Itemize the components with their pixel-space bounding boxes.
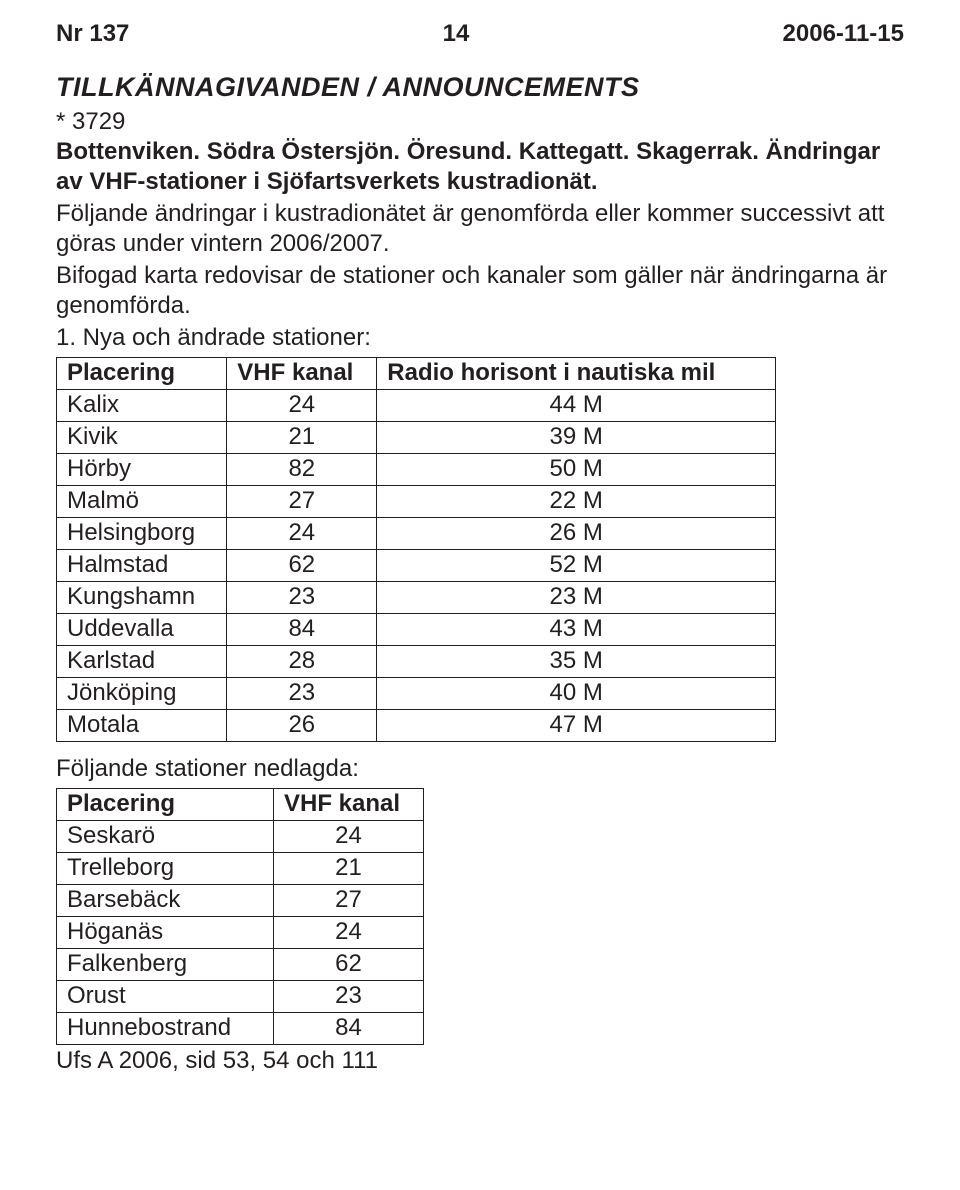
cell-radio-horisont: 52 M (377, 550, 776, 582)
cell-placering: Halmstad (57, 550, 227, 582)
table-header-row: Placering VHF kanal (57, 789, 424, 821)
cell-placering: Kungshamn (57, 582, 227, 614)
table-row: Barsebäck27 (57, 885, 424, 917)
list2-heading: Följande stationer nedlagda: (56, 754, 904, 784)
list1-heading: 1. Nya och ändrade stationer: (56, 323, 904, 353)
table-row: Trelleborg21 (57, 853, 424, 885)
table-new-stations: Placering VHF kanal Radio horisont i nau… (56, 357, 776, 742)
para-changes: Följande ändringar i kustradionätet är g… (56, 199, 904, 259)
cell-placering: Barsebäck (57, 885, 274, 917)
cell-vhf-kanal: 62 (227, 550, 377, 582)
cell-placering: Malmö (57, 486, 227, 518)
cell-radio-horisont: 50 M (377, 454, 776, 486)
cell-vhf-kanal: 27 (274, 885, 424, 917)
cell-vhf-kanal: 27 (227, 486, 377, 518)
cell-placering: Jönköping (57, 678, 227, 710)
cell-placering: Hörby (57, 454, 227, 486)
cell-vhf-kanal: 28 (227, 646, 377, 678)
cell-radio-horisont: 44 M (377, 390, 776, 422)
cell-vhf-kanal: 24 (274, 821, 424, 853)
header-center: 14 (443, 20, 470, 48)
cell-placering: Kivik (57, 422, 227, 454)
table-row: Malmö2722 M (57, 486, 776, 518)
cell-placering: Trelleborg (57, 853, 274, 885)
table-row: Kivik2139 M (57, 422, 776, 454)
cell-vhf-kanal: 82 (227, 454, 377, 486)
cell-vhf-kanal: 23 (227, 678, 377, 710)
col-placering: Placering (57, 358, 227, 390)
cell-vhf-kanal: 62 (274, 949, 424, 981)
col-placering: Placering (57, 789, 274, 821)
cell-placering: Karlstad (57, 646, 227, 678)
table-row: Orust23 (57, 981, 424, 1013)
para-map: Bifogad karta redovisar de stationer och… (56, 261, 904, 321)
cell-radio-horisont: 39 M (377, 422, 776, 454)
table-row: Falkenberg62 (57, 949, 424, 981)
cell-radio-horisont: 22 M (377, 486, 776, 518)
col-vhf-kanal: VHF kanal (274, 789, 424, 821)
cell-vhf-kanal: 26 (227, 710, 377, 742)
cell-placering: Hunnebostrand (57, 1013, 274, 1045)
col-vhf-kanal: VHF kanal (227, 358, 377, 390)
cell-placering: Höganäs (57, 917, 274, 949)
table-row: Karlstad2835 M (57, 646, 776, 678)
table-row: Kalix2444 M (57, 390, 776, 422)
table-row: Uddevalla8443 M (57, 614, 776, 646)
table-row: Kungshamn2323 M (57, 582, 776, 614)
cell-radio-horisont: 23 M (377, 582, 776, 614)
cell-radio-horisont: 40 M (377, 678, 776, 710)
announcement-id: * 3729 (56, 107, 904, 137)
table-row: Helsingborg2426 M (57, 518, 776, 550)
cell-placering: Orust (57, 981, 274, 1013)
cell-placering: Falkenberg (57, 949, 274, 981)
cell-placering: Kalix (57, 390, 227, 422)
cell-placering: Helsingborg (57, 518, 227, 550)
cell-radio-horisont: 43 M (377, 614, 776, 646)
cell-placering: Seskarö (57, 821, 274, 853)
header-left: Nr 137 (56, 20, 129, 48)
announcement-title: Bottenviken. Södra Östersjön. Öresund. K… (56, 137, 904, 197)
footer-reference: Ufs A 2006, sid 53, 54 och 111 (56, 1047, 904, 1075)
header-right: 2006-11-15 (783, 20, 904, 48)
table-row: Jönköping2340 M (57, 678, 776, 710)
cell-vhf-kanal: 21 (227, 422, 377, 454)
cell-vhf-kanal: 21 (274, 853, 424, 885)
table-row: Hörby8250 M (57, 454, 776, 486)
table-row: Seskarö24 (57, 821, 424, 853)
cell-radio-horisont: 47 M (377, 710, 776, 742)
page-header: Nr 137 14 2006-11-15 (56, 20, 904, 48)
cell-radio-horisont: 26 M (377, 518, 776, 550)
table-closed-stations: Placering VHF kanal Seskarö24Trelleborg2… (56, 788, 424, 1045)
cell-placering: Motala (57, 710, 227, 742)
cell-vhf-kanal: 24 (274, 917, 424, 949)
cell-placering: Uddevalla (57, 614, 227, 646)
table-row: Hunnebostrand84 (57, 1013, 424, 1045)
table-row: Motala2647 M (57, 710, 776, 742)
cell-vhf-kanal: 24 (227, 390, 377, 422)
cell-vhf-kanal: 24 (227, 518, 377, 550)
table-row: Höganäs24 (57, 917, 424, 949)
cell-vhf-kanal: 23 (274, 981, 424, 1013)
cell-radio-horisont: 35 M (377, 646, 776, 678)
cell-vhf-kanal: 84 (227, 614, 377, 646)
table-row: Halmstad6252 M (57, 550, 776, 582)
col-radio-horisont: Radio horisont i nautiska mil (377, 358, 776, 390)
table-header-row: Placering VHF kanal Radio horisont i nau… (57, 358, 776, 390)
cell-vhf-kanal: 23 (227, 582, 377, 614)
cell-vhf-kanal: 84 (274, 1013, 424, 1045)
section-title: TILLKÄNNAGIVANDEN / ANNOUNCEMENTS (56, 72, 904, 103)
